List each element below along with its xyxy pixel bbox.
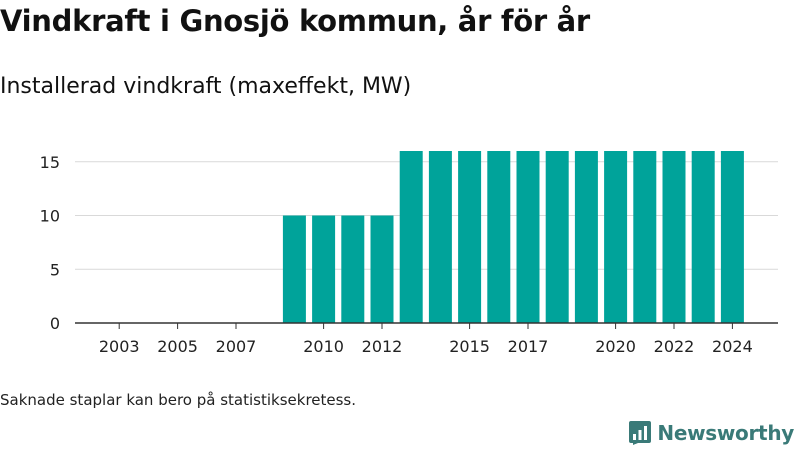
bar-2016 <box>487 151 511 323</box>
bar-2015 <box>458 151 482 323</box>
bars <box>282 151 744 323</box>
bar-2010 <box>312 215 336 323</box>
bar-2018 <box>545 151 569 323</box>
x-tick-label: 2010 <box>303 337 344 356</box>
chart-subtitle: Installerad vindkraft (maxeffekt, MW) <box>0 74 412 99</box>
x-tick-label: 2007 <box>216 337 257 356</box>
x-tick-label: 2022 <box>654 337 695 356</box>
footnote: Saknade staplar kan bero på statistiksek… <box>0 391 357 409</box>
x-tick-label: 2005 <box>157 337 198 356</box>
bar-2013 <box>399 151 423 323</box>
y-tick-label: 5 <box>50 260 60 279</box>
x-tick-label: 2017 <box>508 337 549 356</box>
x-tick-label: 2020 <box>595 337 636 356</box>
x-tick-label: 2012 <box>362 337 403 356</box>
y-tick-label: 0 <box>50 314 60 333</box>
x-axis-labels: 2003 2005 2007 2010 2012 2015 2017 2020 2022 2024 <box>99 337 753 356</box>
bar-2021 <box>633 151 657 323</box>
bar-2019 <box>574 151 598 323</box>
bar-2011 <box>341 215 365 323</box>
bar-2020 <box>604 151 628 323</box>
bar-2014 <box>428 151 452 323</box>
x-tick-label: 2024 <box>712 337 753 356</box>
bar-2017 <box>516 151 540 323</box>
bar-2012 <box>370 215 394 323</box>
x-tick-label: 2015 <box>449 337 490 356</box>
bar-2023 <box>691 151 715 323</box>
x-axis <box>75 322 778 329</box>
bar-2009 <box>282 215 306 323</box>
y-tick-label: 10 <box>40 207 60 226</box>
y-axis-labels: 0 5 10 15 <box>40 153 60 333</box>
bar-2022 <box>662 151 686 323</box>
brand-name: Newsworthy <box>657 421 794 445</box>
y-tick-label: 15 <box>40 153 60 172</box>
x-tick-label: 2003 <box>99 337 140 356</box>
newsworthy-logo-icon <box>629 421 652 445</box>
brand: Newsworthy <box>629 421 794 445</box>
grid-lines <box>75 161 778 270</box>
bar-2024 <box>720 151 744 323</box>
chart-title: Vindkraft i Gnosjö kommun, år för år <box>0 4 590 38</box>
